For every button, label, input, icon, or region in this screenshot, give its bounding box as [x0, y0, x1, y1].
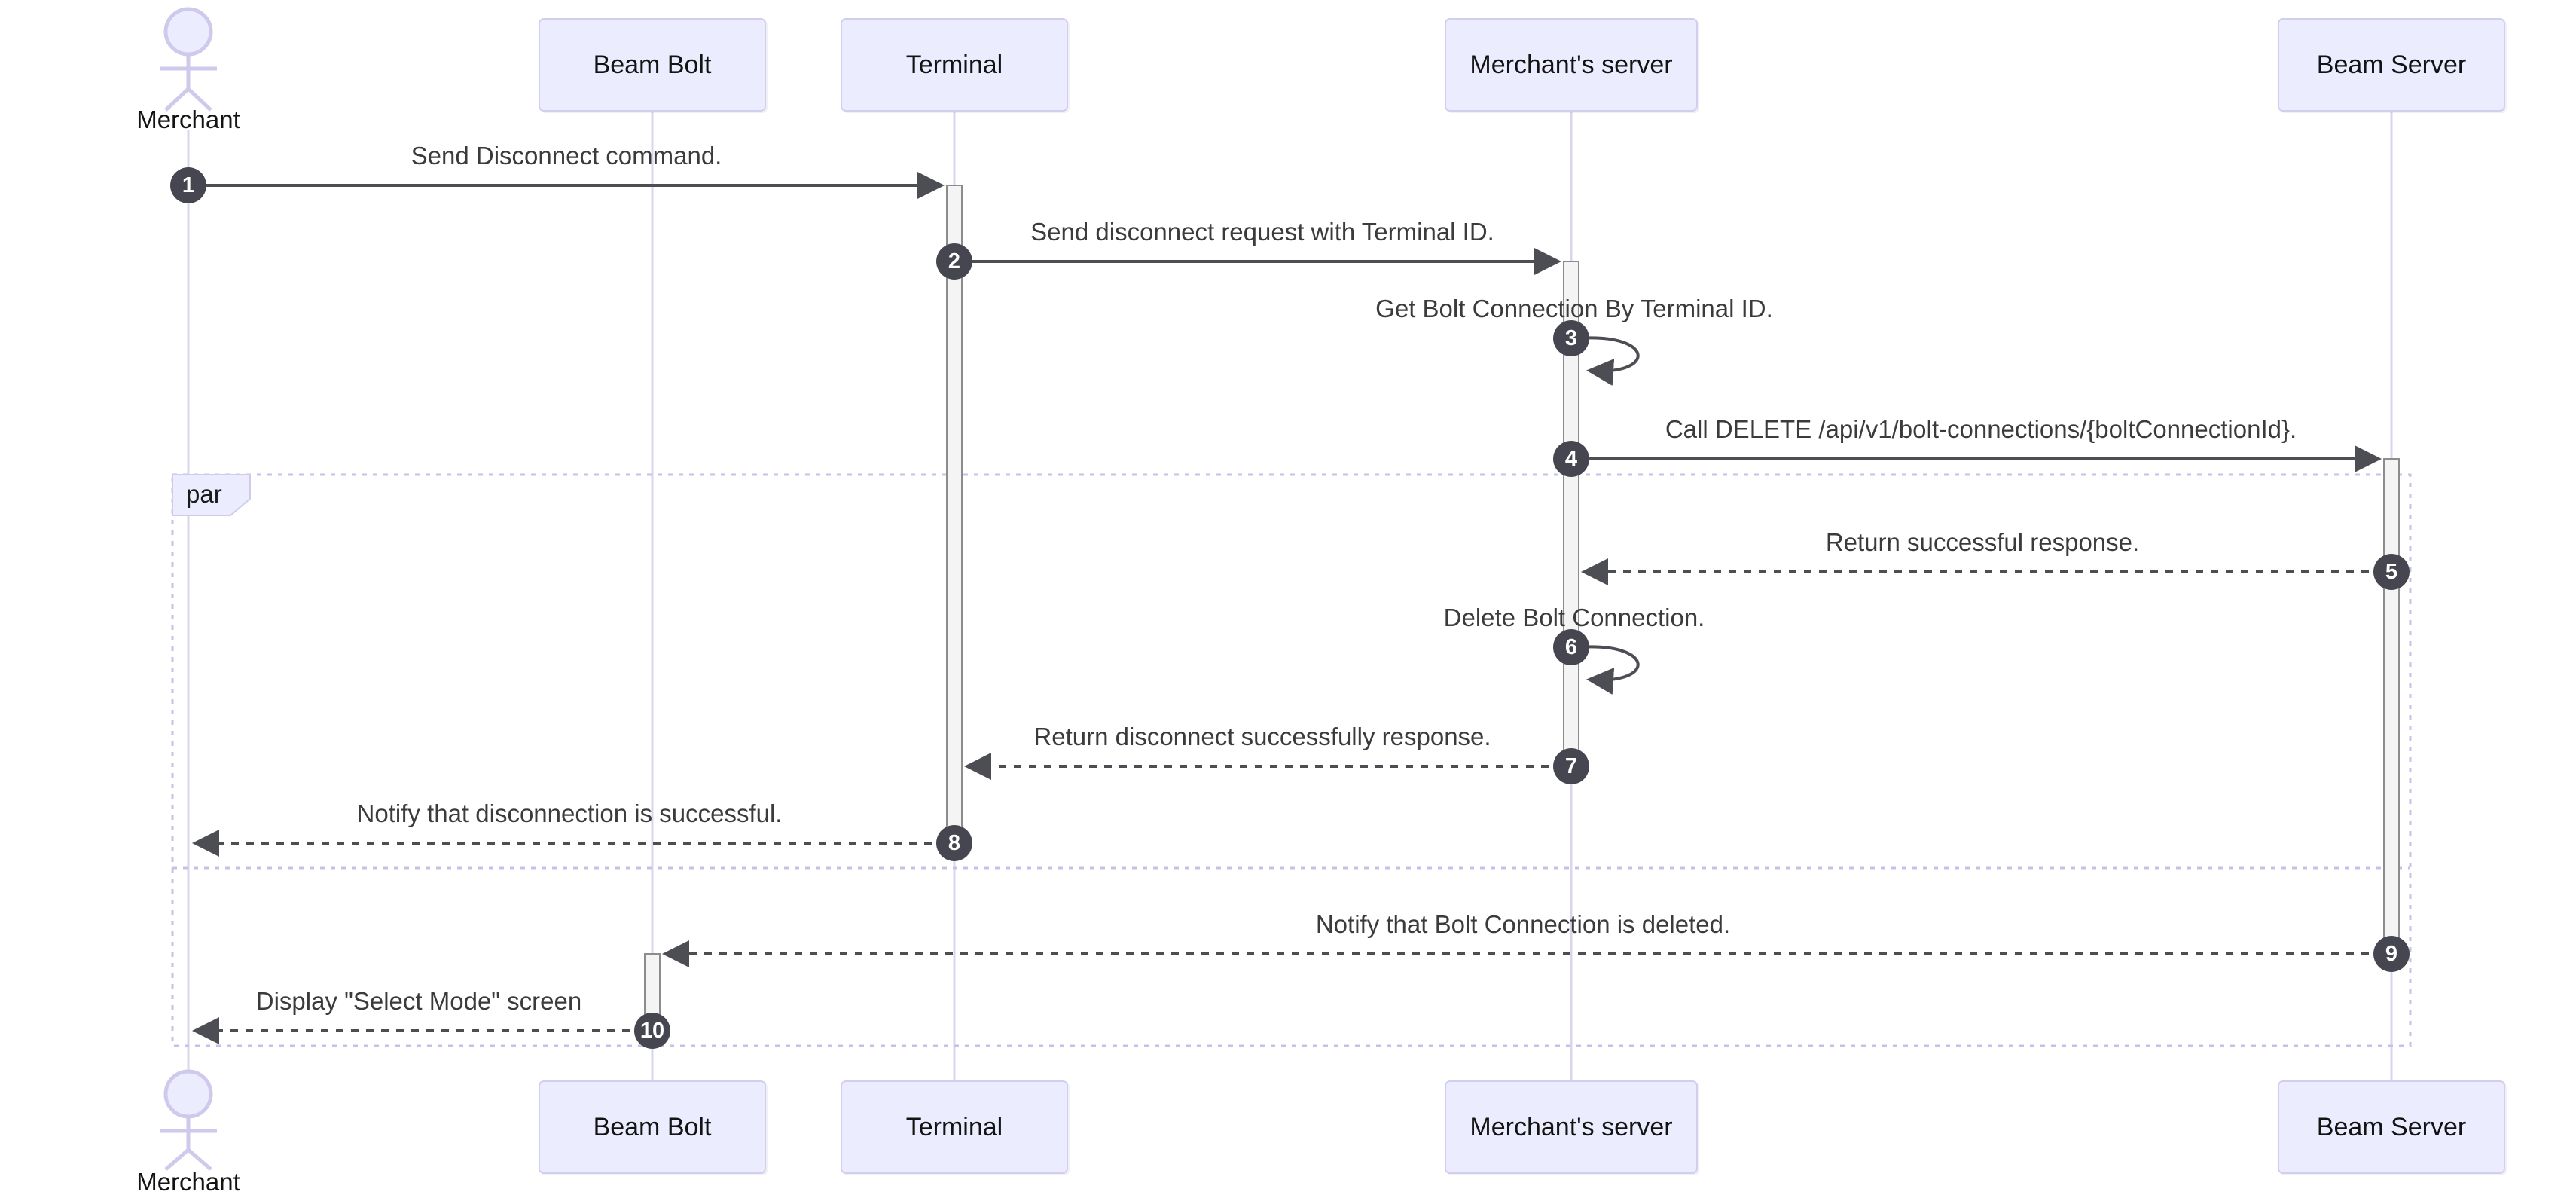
message-line-3-self-loop — [1578, 336, 1640, 386]
sequence-badge-9: 9 — [2373, 936, 2410, 972]
merchant-actor-icon-bottom — [160, 1069, 217, 1171]
message-text-10: Display "Select Mode" screen — [255, 987, 582, 1015]
participant-box-merchant-server-bottom: Merchant's server — [1445, 1080, 1698, 1174]
participant-label: Beam Bolt — [593, 1112, 712, 1142]
sequence-badge-5: 5 — [2373, 554, 2410, 590]
sequence-badge-6: 6 — [1553, 629, 1589, 665]
sequence-badge-7: 7 — [1553, 748, 1589, 784]
message-text-6: Delete Bolt Connection. — [1443, 604, 1705, 631]
participant-box-merchant-server-top: Merchant's server — [1445, 18, 1698, 112]
sequence-badge-2: 2 — [936, 243, 972, 280]
sequence-badge-1: 1 — [170, 167, 206, 203]
sequence-badge-3: 3 — [1553, 320, 1589, 356]
message-text-3: Get Bolt Connection By Terminal ID. — [1375, 295, 1773, 322]
message-text-1: Send Disconnect command. — [411, 142, 722, 170]
participant-box-terminal-top: Terminal — [841, 18, 1068, 112]
participant-box-terminal-bottom: Terminal — [841, 1080, 1068, 1174]
participant-label: Terminal — [905, 1112, 1003, 1142]
actor-label-merchant-bottom: Merchant — [136, 1168, 240, 1192]
participant-label: Merchant's server — [1470, 1112, 1673, 1142]
actor-label-merchant-top: Merchant — [136, 105, 240, 133]
merchant-actor-icon-top — [160, 7, 217, 112]
participant-box-beam-bolt-bottom: Beam Bolt — [539, 1080, 766, 1174]
sequence-badge-10: 10 — [634, 1013, 670, 1049]
message-text-8: Notify that disconnection is successful. — [356, 799, 783, 827]
message-text-7: Return disconnect successfully response. — [1033, 723, 1491, 750]
participant-box-beam-server-bottom: Beam Server — [2278, 1080, 2505, 1174]
participant-box-beam-server-top: Beam Server — [2278, 18, 2505, 112]
message-text-5: Return successful response. — [1825, 528, 2140, 556]
sequence-badge-8: 8 — [936, 825, 972, 861]
participant-label: Beam Server — [2316, 1112, 2467, 1142]
activation-terminal — [946, 185, 963, 851]
activation-beam-server — [2383, 458, 2400, 959]
message-line-6-self-loop — [1578, 645, 1640, 695]
message-text-9: Notify that Bolt Connection is deleted. — [1315, 910, 1731, 938]
participant-box-beam-bolt-top: Beam Bolt — [539, 18, 766, 112]
message-text-4: Call DELETE /api/v1/bolt-connections/{bo… — [1665, 415, 2297, 443]
participant-label: Merchant's server — [1470, 50, 1673, 79]
participant-label: Beam Server — [2316, 50, 2467, 79]
participant-label: Beam Bolt — [593, 50, 712, 79]
par-frame — [171, 473, 2412, 1047]
par-frame-label: par — [186, 480, 222, 508]
par-label-shape — [172, 474, 251, 516]
sequence-badge-4: 4 — [1553, 441, 1589, 477]
participant-label: Terminal — [905, 50, 1003, 79]
message-text-2: Send disconnect request with Terminal ID… — [1030, 218, 1494, 246]
